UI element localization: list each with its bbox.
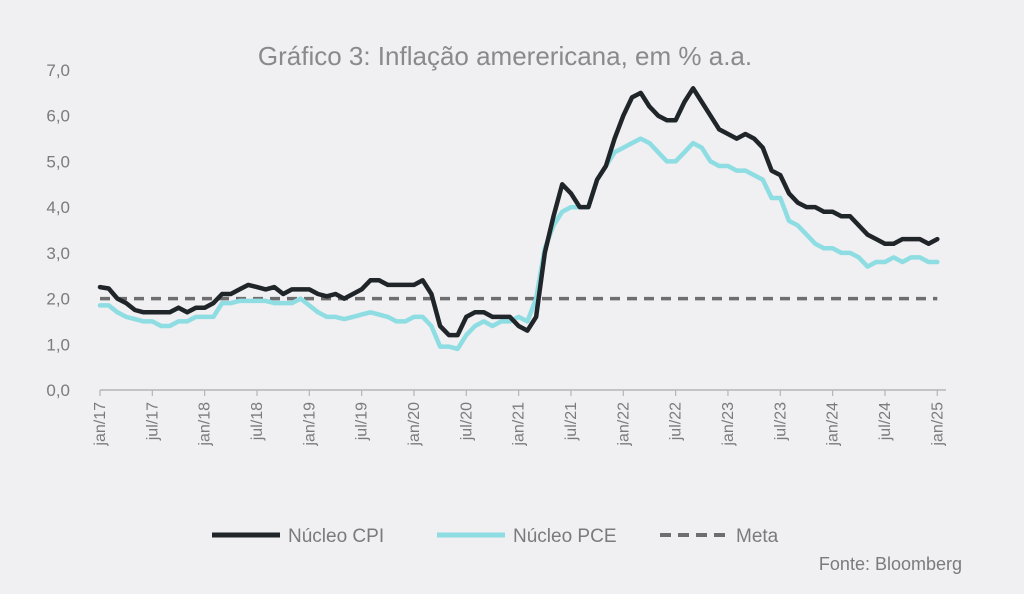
series-line-n-cleo-pce (97, 136, 940, 352)
x-tick-label: jan/22 (615, 402, 632, 447)
chart-title: Gráfico 3: Inflação amerericana, em % a.… (258, 41, 752, 71)
y-tick-label: 3,0 (46, 244, 70, 263)
x-tick-label: jul/17 (144, 402, 161, 441)
x-tick-label: jul/21 (563, 402, 580, 441)
legend-label: Meta (736, 526, 779, 547)
x-tick-label: jan/20 (406, 402, 423, 447)
legend-label: Núcleo CPI (288, 526, 384, 547)
y-tick-label: 2,0 (46, 290, 70, 309)
x-tick-label: jan/25 (929, 402, 946, 447)
x-tick-label: jan/23 (720, 402, 737, 447)
x-tick-label: jul/22 (668, 402, 685, 441)
series-line-n-cleo-cpi (97, 86, 940, 338)
x-tick-label: jul/19 (354, 402, 371, 441)
x-tick-label: jul/20 (458, 402, 475, 441)
y-tick-label: 7,0 (46, 61, 70, 80)
x-tick-label: jan/21 (511, 402, 528, 447)
x-tick-label: jul/23 (772, 402, 789, 441)
legend: Núcleo CPI Núcleo PCE Meta (212, 526, 779, 547)
series-layer (97, 86, 940, 352)
y-tick-label: 0,0 (46, 381, 70, 400)
y-tick-label: 5,0 (46, 152, 70, 171)
x-tick-label: jan/17 (92, 402, 109, 447)
y-tick-label: 1,0 (46, 335, 70, 354)
legend-label: Núcleo PCE (513, 526, 617, 547)
x-tick-label: jan/19 (301, 402, 318, 447)
y-tick-label: 4,0 (46, 198, 70, 217)
source-note: Fonte: Bloomberg (819, 554, 962, 574)
x-tick-label: jul/18 (249, 402, 266, 441)
y-axis: 0,0 1,0 2,0 3,0 4,0 5,0 6,0 7,0 (46, 61, 70, 400)
x-axis: jan/17 jul/17 jan/18 jul/18 jan/19 jul/19 jan/… (92, 389, 946, 447)
x-tick-label: jan/18 (197, 402, 214, 447)
x-tick-label: jul/24 (877, 402, 894, 441)
y-tick-label: 6,0 (46, 107, 70, 126)
x-tick-label: jan/24 (825, 402, 842, 447)
